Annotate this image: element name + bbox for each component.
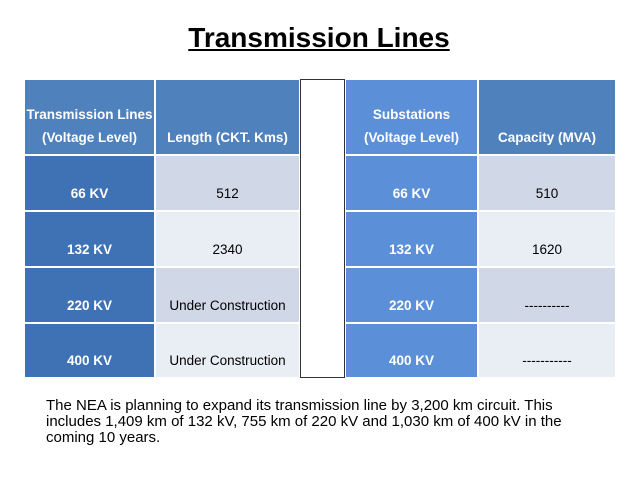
header-text: Capacity (MVA): [497, 130, 596, 145]
cell-text: 132 KV: [66, 242, 113, 257]
cell-text: 220 KV: [66, 298, 113, 313]
table-cell: 220 KV: [345, 267, 478, 323]
header-cell: Transmission Lines (Voltage Level): [24, 79, 155, 155]
table-cell: 66 KV: [345, 155, 478, 211]
table-cell: 66 KV: [24, 155, 155, 211]
cell-text: 2340: [212, 242, 243, 257]
cell-text: 400 KV: [388, 353, 435, 368]
cell-text: -----------: [522, 353, 572, 368]
header-text: (Voltage Level): [363, 130, 460, 145]
table: Transmission Lines (Voltage Level) Length …: [24, 79, 616, 378]
cell-text: 132 KV: [388, 242, 435, 257]
cell-text: 512: [216, 186, 239, 201]
cell-text: 220 KV: [388, 298, 435, 313]
note: The NEA is planning to expand its transm…: [46, 397, 562, 446]
table-cell: 220 KV: [24, 267, 155, 323]
table-cell: 400 KV: [24, 323, 155, 378]
header-text: Substations: [372, 107, 451, 122]
table-cell: ----------: [478, 267, 616, 323]
cell-text: 510: [535, 186, 559, 201]
cell-text: 1620: [531, 242, 563, 257]
table-cell: 1620: [478, 211, 616, 267]
header-text: Length (CKT. Kms): [167, 130, 288, 145]
gap-column: [300, 79, 345, 378]
header-cell: Substations (Voltage Level): [345, 79, 478, 155]
table-cell: 2340: [155, 211, 300, 267]
cell-text: 400 KV: [66, 353, 113, 368]
table-cell: Under Construction: [155, 323, 300, 378]
cell-text: 66 KV: [392, 186, 431, 201]
table-cell: -----------: [478, 323, 616, 378]
header-cell: Capacity (MVA): [478, 79, 616, 155]
table-cell: 132 KV: [24, 211, 155, 267]
table-cell: 400 KV: [345, 323, 478, 378]
slide-title: Transmission Lines: [188, 22, 450, 53]
header-cell: Length (CKT. Kms): [155, 79, 300, 155]
table-cell: 132 KV: [345, 211, 478, 267]
header-text: (Voltage Level): [41, 130, 138, 145]
table-cell: 512: [155, 155, 300, 211]
cell-text: 66 KV: [70, 186, 109, 201]
cell-text: Under Construction: [169, 353, 286, 368]
cell-text: Under Construction: [169, 298, 286, 313]
table-cell: Under Construction: [155, 267, 300, 323]
cell-text: ----------: [524, 298, 570, 313]
header-text: Transmission Lines: [26, 107, 153, 122]
table-cell: 510: [478, 155, 616, 211]
